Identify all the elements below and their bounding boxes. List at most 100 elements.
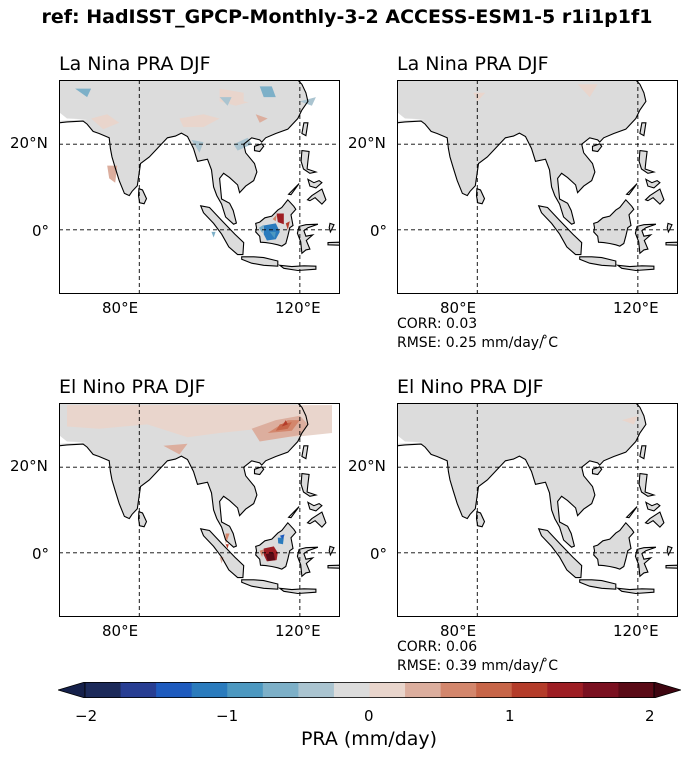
anomaly-patch: [269, 231, 276, 239]
x-tick-120e: 120°E: [275, 299, 321, 317]
map-panel-la-nina-model: [59, 80, 340, 294]
anomaly-layer: [621, 415, 638, 425]
colorbar-swatch: [547, 682, 584, 698]
land-polygon: [301, 150, 316, 174]
anomaly-patch: [621, 415, 638, 425]
land-polygon: [138, 188, 147, 204]
land-layer: [397, 403, 678, 594]
anomaly-patch: [225, 533, 230, 545]
y-tick-0: 0°: [370, 222, 388, 240]
land-polygon: [397, 403, 646, 548]
x-tick-80e: 80°E: [102, 299, 139, 317]
anomaly-patch: [211, 231, 216, 238]
x-tick-80e: 80°E: [440, 622, 477, 640]
colorbar: [56, 681, 683, 699]
anomaly-patch: [279, 534, 285, 540]
anomaly-patch: [75, 88, 92, 98]
coastline: [634, 546, 657, 578]
land-polygon: [59, 403, 308, 548]
coastline: [397, 403, 647, 548]
corr-stat: CORR: 0.06: [397, 639, 478, 655]
anomaly-layer: [473, 84, 598, 102]
coastline: [59, 403, 309, 548]
colorbar-swatch: [369, 682, 406, 698]
coastline: [634, 223, 657, 255]
land-polygon: [639, 473, 654, 497]
coastline: [665, 241, 678, 246]
coastline: [591, 466, 603, 476]
coastline: [579, 579, 617, 590]
anomaly-patch: [272, 214, 277, 222]
anomaly-patch: [191, 139, 204, 153]
map-frame: [397, 403, 678, 617]
coastline: [301, 445, 309, 460]
y-tick-20n: 20°N: [348, 457, 386, 475]
colorbar-swatch: [191, 682, 228, 698]
coastline: [253, 143, 265, 153]
anomaly-patch: [275, 422, 292, 431]
coastline: [300, 149, 318, 174]
colorbar-swatch: [618, 682, 655, 698]
anomaly-patch: [276, 213, 284, 225]
coastline: [300, 472, 318, 497]
coastline: [59, 80, 309, 225]
anomaly-patch: [473, 92, 486, 102]
map-panel-el-nino-difference: [397, 403, 678, 617]
coastline: [301, 122, 309, 137]
coastline: [625, 506, 638, 519]
land-layer: [59, 80, 340, 271]
coastline: [644, 501, 661, 512]
colorbar-swatch: [333, 682, 370, 698]
coastline: [327, 241, 340, 246]
coastline: [638, 149, 656, 174]
colorbar-tick: −2: [75, 707, 98, 725]
y-tick-0: 0°: [32, 222, 50, 240]
anomaly-patch: [107, 165, 118, 183]
anomaly-patch: [265, 552, 275, 561]
mask-region: [59, 112, 88, 121]
land-polygon: [329, 223, 334, 232]
coastline: [639, 122, 647, 137]
coastline: [137, 187, 148, 205]
coastline: [296, 223, 319, 255]
coastline: [537, 205, 583, 256]
land-polygon: [59, 80, 308, 225]
map-frame: [59, 80, 340, 294]
colorbar-label: PRA (mm/day): [300, 728, 438, 750]
land-polygon: [476, 188, 485, 204]
coastline: [475, 510, 486, 528]
land-polygon: [639, 150, 654, 174]
coastline: [615, 264, 655, 272]
colorbar-tick: −1: [216, 707, 239, 725]
land-polygon: [397, 80, 646, 225]
x-tick-120e: 120°E: [613, 299, 659, 317]
y-tick-0: 0°: [370, 545, 388, 563]
coastline: [593, 198, 635, 247]
coastline: [625, 183, 638, 196]
x-tick-120e: 120°E: [613, 622, 659, 640]
anomaly-patch: [255, 114, 268, 123]
coastline-layer: [397, 80, 678, 272]
colorbar-swatch: [227, 682, 264, 698]
coastline: [277, 587, 317, 595]
colorbar-swatch: [405, 682, 442, 698]
colorbar-over-arrow: [653, 681, 683, 699]
land-polygon: [138, 511, 147, 527]
map-panel-el-nino-model: [59, 403, 340, 617]
x-tick-120e: 120°E: [275, 622, 321, 640]
coastline: [615, 587, 655, 595]
coastline: [593, 521, 635, 570]
colorbar-swatch: [476, 682, 513, 698]
mask-region: [397, 435, 426, 444]
coastline: [328, 545, 335, 557]
x-tick-80e: 80°E: [440, 299, 477, 317]
colorbar-swatch: [156, 682, 193, 698]
coastline: [327, 564, 340, 569]
anomaly-patch: [91, 114, 120, 130]
y-tick-0: 0°: [32, 545, 50, 563]
map-content: [59, 403, 340, 617]
coastline: [255, 198, 297, 247]
coastline: [287, 506, 300, 519]
y-tick-20n: 20°N: [348, 134, 386, 152]
anomaly-patch: [258, 224, 264, 234]
